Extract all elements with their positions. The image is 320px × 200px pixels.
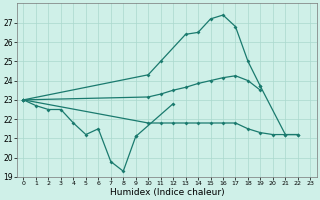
- X-axis label: Humidex (Indice chaleur): Humidex (Indice chaleur): [109, 188, 224, 197]
